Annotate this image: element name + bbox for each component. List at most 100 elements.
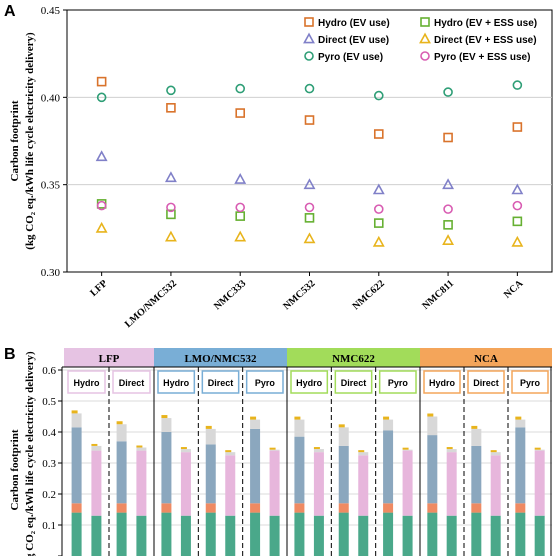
bar-cap xyxy=(427,413,434,417)
scatter-point xyxy=(443,220,453,230)
bar-cap xyxy=(205,425,212,429)
legend-marker xyxy=(420,51,430,61)
bar-group-band xyxy=(287,348,420,367)
legend-entry: Hydro (EV + ESS use) xyxy=(434,18,537,29)
scatter-y-axis-label-line2: (kg CO₂ eq./kWh life cycle electricity d… xyxy=(24,32,36,250)
bar-segment xyxy=(71,512,82,556)
bar-group-label: LMO/NMC532 xyxy=(184,353,257,365)
panel-b-label: B xyxy=(4,346,16,363)
bar-cap xyxy=(161,415,168,419)
bar-chart: LFP LMO/NMC532 NMC622 NCA 0.10.20.30.40.50.… xyxy=(9,348,552,556)
bar-segment xyxy=(446,452,457,516)
bar-method-label: Pyro xyxy=(255,378,276,388)
bar-segment xyxy=(358,452,369,456)
bar-segment xyxy=(338,503,349,513)
bar-segment xyxy=(225,455,236,516)
scatter-point xyxy=(95,150,108,162)
scatter-point xyxy=(304,115,315,125)
bar-segment xyxy=(313,515,324,556)
bar-segment xyxy=(161,418,172,432)
bar-group-label: LFP xyxy=(99,353,120,365)
legend-marker xyxy=(304,17,314,27)
bar-segment xyxy=(515,419,526,428)
bar-group-bands: LFP LMO/NMC532 NMC622 NCA xyxy=(64,348,552,367)
bar-segment xyxy=(91,450,102,516)
bar-method-box xyxy=(378,370,417,394)
scatter-point xyxy=(373,129,384,139)
bar-method-label: Direct xyxy=(341,378,367,388)
bar-segment xyxy=(269,515,280,556)
bar-method-box xyxy=(67,370,106,394)
bar-segment xyxy=(91,515,102,556)
bar-segment xyxy=(490,455,501,516)
bar-segment xyxy=(515,503,526,513)
bar-segment xyxy=(294,419,305,437)
bar-segment xyxy=(427,435,438,504)
scatter-x-tick-label: NCA xyxy=(502,278,526,301)
scatter-point xyxy=(511,235,524,247)
bar-segment xyxy=(116,441,127,504)
scatter-point xyxy=(96,76,107,87)
scatter-point xyxy=(166,85,176,96)
bar-method-box xyxy=(112,370,151,394)
bar-method-box xyxy=(290,370,329,394)
bar-segment xyxy=(383,419,394,431)
bar-segment xyxy=(250,503,261,513)
bar-segment xyxy=(338,512,349,556)
scatter-point xyxy=(373,90,384,101)
bar-y-axis-label-line1: Carbon footprint xyxy=(9,429,21,510)
bar-segment xyxy=(358,515,369,556)
scatter-y-ticks: 0.30 0.35 0.40 0.45 xyxy=(41,5,67,279)
bar-segment xyxy=(490,452,501,456)
bar-segment xyxy=(180,452,191,516)
bar-method-label: Direct xyxy=(119,378,145,388)
bar-segment xyxy=(294,503,305,513)
scatter-point xyxy=(235,83,246,94)
bar-segment xyxy=(205,428,216,445)
scatter-point xyxy=(442,234,455,245)
bar-y-tick-label: 0.3 xyxy=(42,458,56,470)
bar-segment xyxy=(402,449,413,451)
bar-segment xyxy=(471,445,482,504)
scatter-point xyxy=(234,230,247,242)
bar-cap xyxy=(402,447,409,450)
bar-method-label: Hydro xyxy=(429,378,456,388)
scatter-point xyxy=(443,204,453,214)
bar-cap xyxy=(446,447,453,450)
bar-cap xyxy=(91,443,98,446)
bar-segment xyxy=(136,447,147,451)
bar-group-label: NMC622 xyxy=(332,353,375,365)
bar-segment xyxy=(427,503,438,513)
scatter-x-tick-label: NMC811 xyxy=(420,278,456,312)
bar-segment xyxy=(116,503,127,513)
bar-method-label: Direct xyxy=(473,378,499,388)
bar-segment xyxy=(534,449,545,451)
bar-segment xyxy=(358,455,369,516)
bar-group-band xyxy=(64,348,154,367)
bar-y-ticks: 0.1 0.2 0.3 0.4 0.5 0.6 xyxy=(42,365,63,556)
scatter-chart: 0.30 0.35 0.40 0.45 Carbon footprint (kg CO… xyxy=(9,5,553,330)
bar-cap xyxy=(534,447,541,450)
bar-cap xyxy=(294,416,301,420)
bar-segment xyxy=(116,512,127,556)
scatter-x-tick-labels: LFP LMO/NMC532 NMC333 NMC532 NMC622 NMC811 NCA xyxy=(88,272,526,330)
scatter-point xyxy=(442,178,455,190)
bar-method-label: Hydro xyxy=(163,378,190,388)
bar-y-tick-label: 0.1 xyxy=(42,520,56,532)
scatter-y-axis-label-line1: Carbon footprint xyxy=(9,100,21,181)
bar-segment xyxy=(180,449,191,453)
bar-y-tick-label: 0.6 xyxy=(42,365,56,377)
bar-segment xyxy=(427,512,438,556)
bar-segment xyxy=(136,515,147,556)
scatter-point xyxy=(304,202,315,213)
bar-segment xyxy=(383,430,394,504)
scatter-point xyxy=(96,200,107,211)
scatter-point xyxy=(164,171,177,183)
bar-segment xyxy=(515,512,526,556)
scatter-x-tick-label: LFP xyxy=(88,278,109,299)
scatter-point xyxy=(234,172,247,184)
legend-entry: Hydro (EV use) xyxy=(318,18,390,29)
bar-cap xyxy=(471,425,478,429)
bar-segment xyxy=(250,512,261,556)
